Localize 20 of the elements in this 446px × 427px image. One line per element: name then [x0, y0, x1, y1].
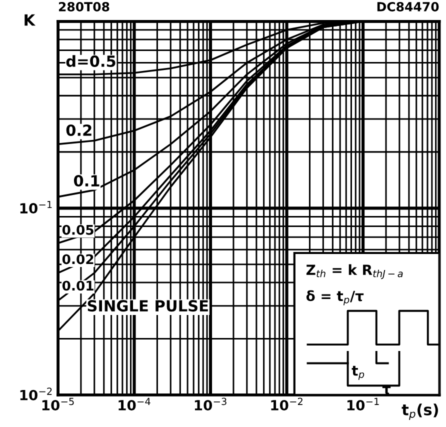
series-label: 0.05	[62, 224, 94, 235]
series-label: d=0.5	[66, 55, 116, 67]
series-label: 0.01	[62, 280, 94, 291]
series-label: 0.2	[66, 124, 92, 136]
y-axis-title: K	[24, 14, 36, 26]
text: DC84470	[377, 2, 439, 12]
series-label: SINGLE PULSE	[88, 300, 208, 312]
x-tick-label: 10$^{−1}$	[347, 398, 379, 410]
x-tick-label: 10$^{−3}$	[194, 398, 226, 410]
x-axis-title: t$_{p}$(s)	[402, 404, 438, 420]
x-tick-label: 10$^{−2}$	[271, 398, 302, 410]
annotation: δ = t$_{p}$/τ	[306, 290, 364, 306]
series-label: 0.1	[74, 174, 100, 187]
x-tick-label: 10$^{−5}$	[42, 398, 74, 410]
annotation: t$_{p}$	[352, 366, 364, 380]
annotation: τ	[382, 386, 391, 394]
annotation: Z$_{th}$ = k R$_{thJ−a}$	[306, 264, 403, 280]
series-label: 0.02	[62, 254, 94, 264]
x-tick-label: 10$^{−4}$	[118, 398, 150, 410]
text: 280T08	[58, 2, 110, 12]
